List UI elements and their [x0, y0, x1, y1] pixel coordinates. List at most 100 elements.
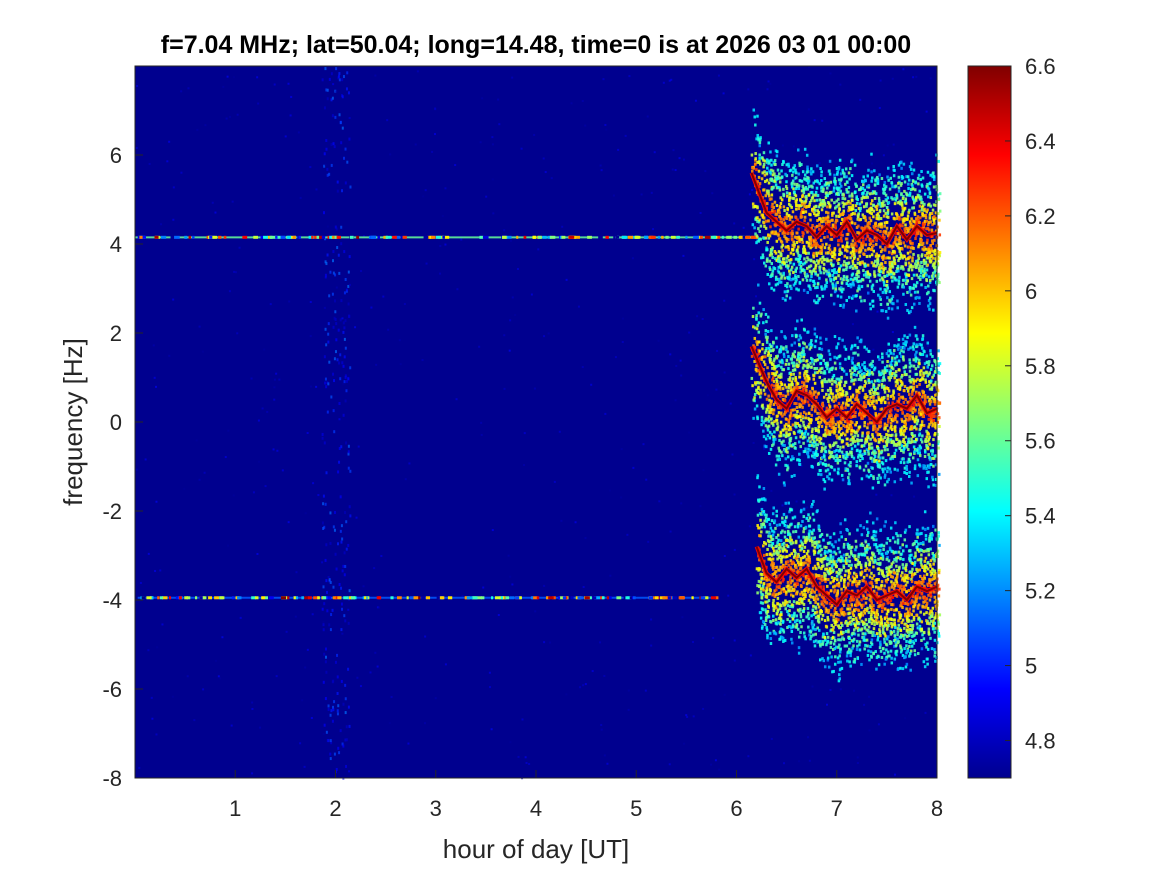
- trace-pixel: [818, 268, 822, 272]
- trace-pixel: [832, 373, 836, 377]
- line-pixel: [335, 596, 342, 600]
- trace-pixel: [931, 256, 935, 260]
- line-pixel: [334, 596, 338, 600]
- trace-pixel: [786, 455, 790, 459]
- trace-pixel: [766, 248, 769, 252]
- trace-pixel: [836, 392, 840, 396]
- trace-pixel: [779, 201, 783, 205]
- trace-pixel: [772, 402, 776, 406]
- background-pixel: [574, 521, 577, 524]
- noise-pixel: [333, 379, 336, 383]
- trace-pixel: [903, 255, 906, 259]
- trace-pixel: [878, 201, 882, 205]
- trace-pixel: [866, 195, 869, 199]
- background-pixel: [295, 571, 298, 574]
- trace-pixel: [886, 286, 889, 290]
- trace-pixel: [923, 192, 927, 196]
- line-pixel: [606, 596, 610, 600]
- trace-pixel: [843, 217, 847, 221]
- trace-pixel: [906, 279, 909, 283]
- trace-pixel: [853, 252, 856, 256]
- background-pixel: [317, 494, 320, 497]
- line-pixel: [634, 235, 641, 239]
- noise-pixel: [341, 607, 344, 611]
- trace-pixel: [832, 420, 835, 424]
- trace-pixel: [862, 241, 865, 245]
- trace-pixel: [786, 468, 789, 472]
- trace-pixel: [907, 227, 911, 231]
- background-pixel: [688, 331, 691, 334]
- noise-pixel: [332, 259, 335, 263]
- trace-pixel: [895, 194, 899, 198]
- trace-pixel: [886, 394, 890, 398]
- trace-pixel: [905, 217, 909, 221]
- trace-pixel: [929, 196, 933, 200]
- line-pixel: [616, 235, 620, 239]
- trace-pixel: [755, 314, 758, 318]
- line-pixel: [577, 596, 584, 600]
- trace-pixel: [765, 347, 768, 351]
- line-pixel: [721, 235, 724, 239]
- background-pixel: [706, 394, 709, 397]
- line-pixel: [751, 235, 757, 239]
- trace-pixel: [832, 302, 836, 306]
- trace-pixel: [814, 395, 818, 399]
- trace-pixel: [770, 205, 774, 209]
- background-pixel: [669, 353, 672, 356]
- trace-pixel: [871, 299, 875, 303]
- background-pixel: [148, 162, 151, 165]
- background-pixel: [161, 623, 164, 626]
- background-pixel: [186, 675, 189, 678]
- trace-pixel: [791, 173, 794, 177]
- trace-pixel: [861, 431, 864, 435]
- trace-pixel: [865, 202, 869, 206]
- trace-pixel: [781, 394, 785, 398]
- trace-pixel: [828, 408, 831, 412]
- trace-pixel: [841, 389, 845, 393]
- trace-pixel: [798, 342, 801, 346]
- line-pixel: [311, 235, 314, 239]
- background-pixel: [195, 439, 198, 442]
- trace-pixel: [772, 185, 775, 189]
- trace-pixel: [877, 214, 881, 218]
- noise-pixel: [345, 389, 348, 393]
- background-pixel: [848, 557, 851, 560]
- trace-pixel: [874, 264, 878, 268]
- trace-pixel: [873, 379, 877, 383]
- trace-pixel: [867, 379, 870, 383]
- noise-pixel: [333, 700, 336, 704]
- trace-pixel: [901, 197, 905, 201]
- trace-pixel: [923, 262, 926, 266]
- trace-pixel: [843, 254, 847, 258]
- background-pixel: [230, 724, 233, 727]
- trace-pixel: [827, 183, 831, 187]
- trace-pixel: [755, 168, 758, 172]
- trace-pixel: [824, 420, 827, 424]
- trace-pixel: [830, 250, 834, 254]
- trace-pixel: [775, 177, 778, 181]
- trace-pixel: [761, 403, 764, 407]
- trace-pixel: [847, 295, 851, 299]
- trace-pixel: [773, 420, 776, 424]
- trace-pixel: [850, 198, 854, 202]
- trace-pixel: [816, 243, 819, 247]
- background-pixel: [674, 169, 677, 172]
- trace-pixel: [837, 449, 841, 453]
- trace-pixel: [799, 359, 803, 363]
- line-pixel: [430, 235, 436, 239]
- trace-pixel: [751, 223, 755, 227]
- trace-pixel: [837, 402, 841, 406]
- background-pixel: [838, 401, 841, 404]
- trace-pixel: [842, 274, 846, 278]
- noise-pixel: [332, 525, 335, 529]
- trace-pixel: [849, 347, 853, 351]
- trace-pixel: [782, 347, 785, 351]
- background-pixel: [183, 487, 186, 490]
- trace-pixel: [927, 195, 930, 199]
- trace-pixel: [763, 392, 767, 396]
- noise-pixel: [332, 705, 335, 709]
- line-pixel: [557, 596, 561, 600]
- trace-pixel: [833, 290, 837, 294]
- trace-pixel: [868, 273, 872, 277]
- background-pixel: [424, 635, 427, 638]
